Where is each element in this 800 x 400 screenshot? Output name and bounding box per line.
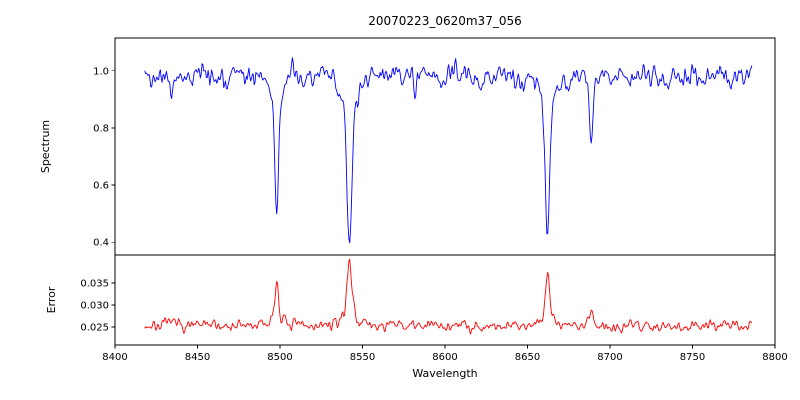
spectrum-y-tick-label: 0.6 [93,181,109,192]
x-tick-label: 8500 [267,352,292,363]
error-y-axis-label: Error [45,286,58,313]
spectrum-panel-border [114,37,776,256]
ticks-group: 0.4 0.6 0.8 1.0 0.025 0.030 0.035 8400 8450 8500 8… [80,66,787,363]
x-tick-label: 8800 [762,352,787,363]
x-axis-label: Wavelength [412,367,477,380]
x-tick-label: 8600 [432,352,457,363]
error-y-tick-label: 0.025 [80,323,109,334]
spectrum-y-axis-label: Spectrum [39,120,52,173]
spectrum-y-tick-label: 1.0 [93,66,109,77]
x-tick-label: 8400 [102,352,127,363]
x-tick-label: 8700 [597,352,622,363]
x-tick-label: 8550 [350,352,375,363]
error-panel-border [114,254,776,346]
spectrum-y-tick-label: 0.4 [93,238,109,249]
spectrum-line [144,57,753,244]
error-line [144,258,753,335]
spectrum-y-tick-label: 0.8 [93,123,109,134]
series-group [144,57,753,335]
x-tick-label: 8750 [680,352,705,363]
chart-title: 20070223_0620m37_056 [368,14,521,28]
error-y-tick-label: 0.030 [80,301,109,312]
x-tick-label: 8450 [185,352,210,363]
x-tick-label: 8650 [515,352,540,363]
error-y-tick-label: 0.035 [80,279,109,290]
